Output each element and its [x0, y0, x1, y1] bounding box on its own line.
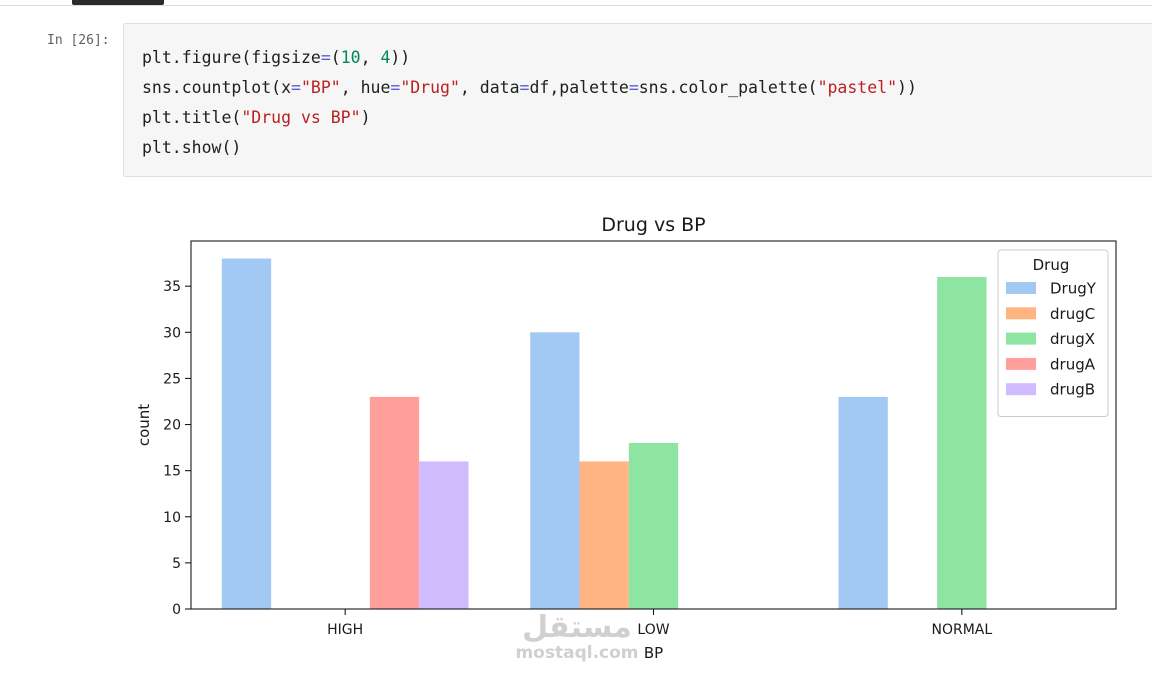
- bar-drugA-HIGH: [369, 396, 420, 609]
- code-token: =: [390, 78, 401, 97]
- y-tick-label: 25: [163, 371, 181, 387]
- code-token: sns.countplot(x: [142, 78, 292, 97]
- code-token: )): [897, 78, 917, 97]
- code-token: ,: [360, 48, 381, 67]
- code-token: 4: [380, 48, 391, 67]
- bar-drugC-LOW: [579, 461, 629, 609]
- code-token: )): [390, 48, 411, 67]
- x-ticks: HIGH LOW NORMAL: [327, 609, 992, 638]
- bar-DrugY-NORMAL: [838, 396, 888, 609]
- watermark-arabic: مستقل: [522, 610, 632, 645]
- watermark-latin: mostaql.com: [515, 643, 639, 663]
- legend-label-drugB: drugB: [1050, 381, 1095, 399]
- code-token: , data: [459, 78, 520, 97]
- code-token: (: [330, 48, 341, 67]
- y-ticks: 0 5 10 15 20 25 30 35: [163, 279, 191, 618]
- legend-label-drugA: drugA: [1050, 355, 1096, 373]
- legend-swatch-drugC: [1006, 307, 1036, 320]
- x-tick-label: HIGH: [327, 622, 363, 638]
- code-token: =: [519, 78, 530, 97]
- bar-drugB-HIGH: [419, 461, 469, 609]
- chart-title: Drug vs BP: [601, 214, 705, 236]
- bar-DrugY-LOW: [530, 332, 580, 609]
- code-token: =: [291, 78, 301, 97]
- code-token: "BP": [300, 78, 341, 97]
- code-token: 10: [340, 48, 361, 67]
- y-tick-label: 30: [163, 325, 181, 341]
- bar-drugX-LOW: [628, 442, 679, 609]
- legend-swatch-drugB: [1006, 383, 1036, 396]
- input-prompt: In [26]:: [47, 33, 110, 48]
- y-tick-label: 15: [163, 464, 181, 480]
- code-token: df,palette: [529, 78, 629, 97]
- code-token: , hue: [340, 78, 391, 97]
- previous-cell-tab: [72, 0, 164, 5]
- y-tick-label: 0: [172, 602, 181, 618]
- mostaql-watermark: مستقل mostaql.com: [507, 610, 647, 663]
- legend: Drug DrugY drugC drugX drugA drugB: [997, 249, 1109, 417]
- bars-group: [221, 258, 987, 609]
- code-cell[interactable]: plt.figure(figsize=(10, 4)) sns.countplot…: [123, 23, 1152, 177]
- code-line: sns.countplot(x="BP", hue="Drug", data=d…: [142, 73, 1152, 103]
- code-token: =: [320, 48, 331, 67]
- legend-swatch-DrugY: [1006, 282, 1036, 294]
- bar-DrugY-HIGH: [221, 258, 272, 609]
- code-token: "Drug vs BP": [241, 108, 361, 127]
- y-tick-label: 20: [163, 418, 181, 434]
- code-token: "pastel": [817, 78, 898, 97]
- code-token: plt.figure(figsize: [142, 48, 321, 67]
- y-axis-label: count: [135, 404, 153, 446]
- legend-swatch-drugA: [1006, 357, 1036, 370]
- code-token: "Drug": [400, 78, 460, 97]
- code-token: ): [360, 108, 371, 127]
- code-line: plt.show(): [142, 133, 1152, 163]
- legend-label-drugC: drugC: [1050, 305, 1095, 323]
- legend-swatch-drugX: [1006, 332, 1036, 345]
- code-line: plt.figure(figsize=(10, 4)): [142, 43, 1152, 73]
- x-axis-label: BP: [644, 644, 663, 662]
- code-token: plt.title(: [142, 108, 242, 127]
- code-line: plt.title("Drug vs BP"): [142, 103, 1152, 133]
- y-tick-label: 35: [163, 279, 181, 295]
- x-tick-label: NORMAL: [931, 622, 992, 638]
- legend-label-drugX: drugX: [1050, 330, 1095, 348]
- bar-drugX-NORMAL: [937, 276, 987, 609]
- y-tick-label: 10: [163, 510, 181, 526]
- code-token: =: [628, 78, 639, 97]
- code-token: sns.color_palette(: [638, 78, 818, 97]
- code-token: plt.show(): [142, 138, 242, 157]
- y-tick-label: 5: [172, 556, 181, 572]
- x-tick-label: LOW: [637, 622, 669, 638]
- legend-label-DrugY: DrugY: [1050, 280, 1097, 298]
- legend-title: Drug: [1033, 256, 1070, 274]
- cell-divider: [0, 5, 1152, 6]
